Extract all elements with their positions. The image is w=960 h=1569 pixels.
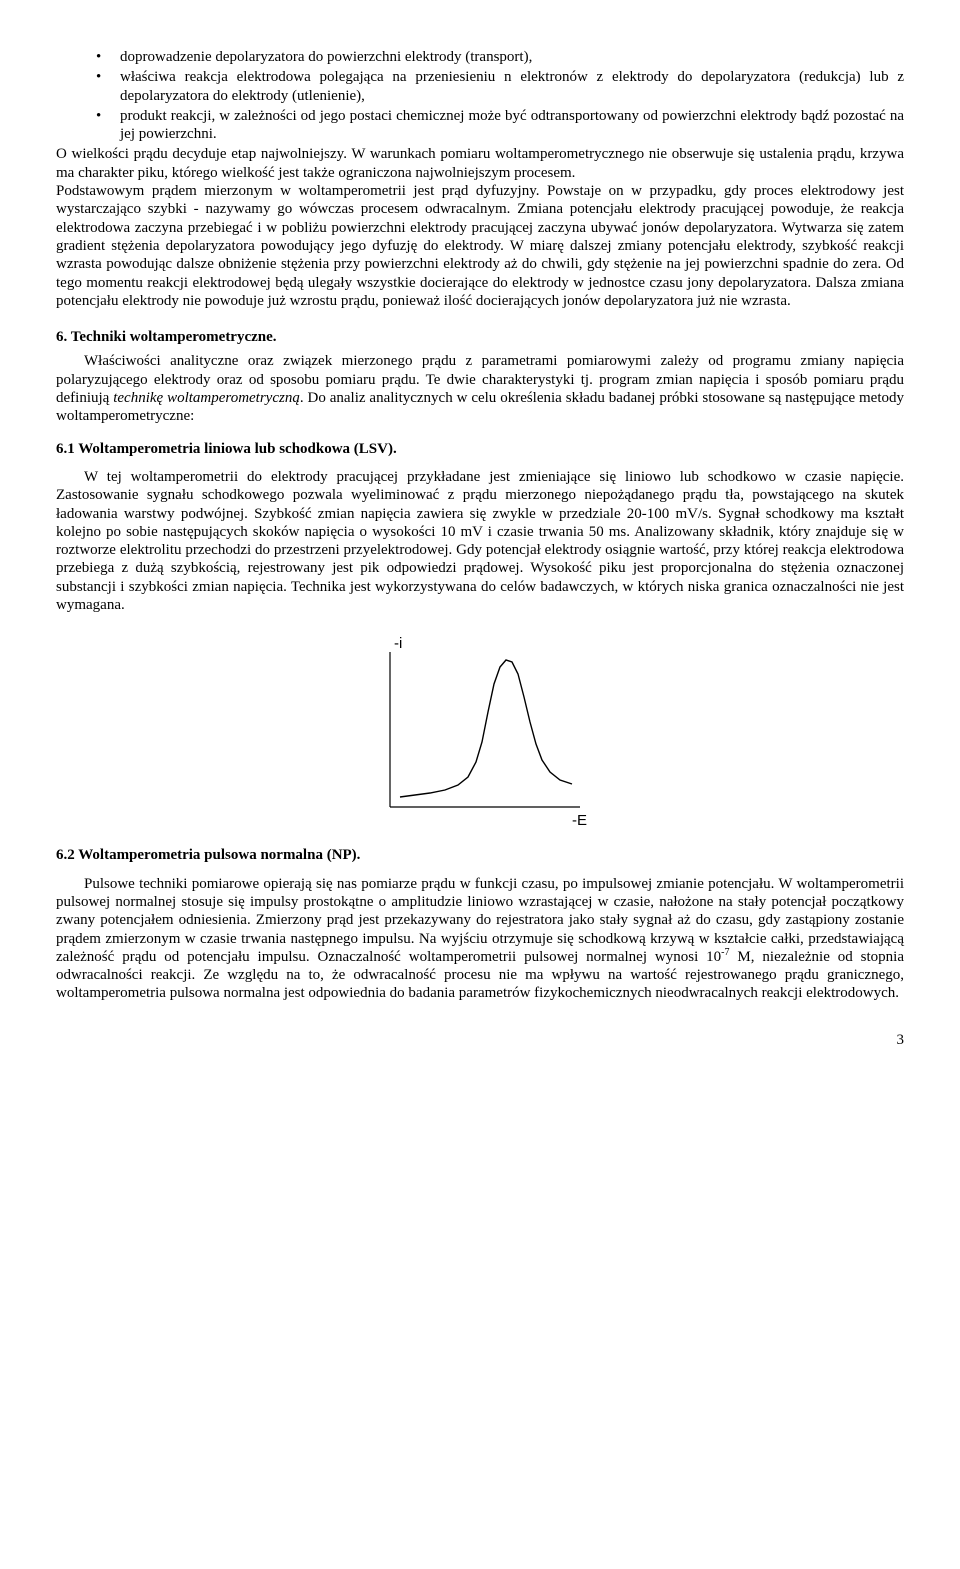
bullet-item: właściwa reakcja elektrodowa polegająca … (96, 68, 904, 105)
page-number: 3 (56, 1031, 904, 1049)
subsection-6-2-para: Pulsowe techniki pomiarowe opierają się … (56, 875, 904, 1003)
voltammogram-chart: -i -E (56, 632, 904, 832)
bullet-item: doprowadzenie depolaryzatora do powierzc… (96, 48, 904, 66)
paragraph-2: Podstawowym prądem mierzonym w woltamper… (56, 182, 904, 310)
section-6-title: 6. Techniki woltamperometryczne. (56, 328, 904, 346)
svg-text:-i: -i (394, 635, 402, 652)
subsection-6-1-title: 6.1 Woltamperometria liniowa lub schodko… (56, 440, 904, 458)
subsection-6-2-title: 6.2 Woltamperometria pulsowa normalna (N… (56, 846, 904, 864)
chart-svg: -i -E (350, 632, 610, 832)
paragraph-1: O wielkości prądu decyduje etap najwolni… (56, 145, 904, 182)
emphasis: technikę woltamperometryczną (113, 390, 300, 406)
bullet-list: doprowadzenie depolaryzatora do powierzc… (56, 48, 904, 143)
bullet-item: produkt reakcji, w zależności od jego po… (96, 107, 904, 144)
subsection-6-1-para: W tej woltamperometrii do elektrody prac… (56, 468, 904, 614)
svg-text:-E: -E (572, 812, 587, 829)
superscript: -7 (721, 947, 729, 958)
section-6-intro: Właściwości analityczne oraz związek mie… (56, 352, 904, 425)
